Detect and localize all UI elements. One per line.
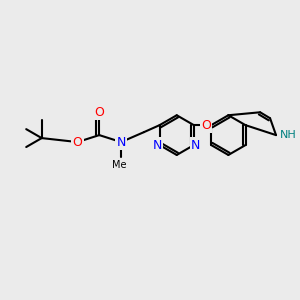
- Text: O: O: [73, 136, 82, 148]
- Text: N: N: [116, 136, 126, 148]
- Text: N: N: [191, 139, 201, 152]
- Text: O: O: [201, 119, 211, 132]
- Text: N: N: [153, 139, 162, 152]
- Text: Me: Me: [112, 160, 126, 170]
- Text: NH: NH: [280, 130, 297, 140]
- Text: O: O: [94, 106, 104, 119]
